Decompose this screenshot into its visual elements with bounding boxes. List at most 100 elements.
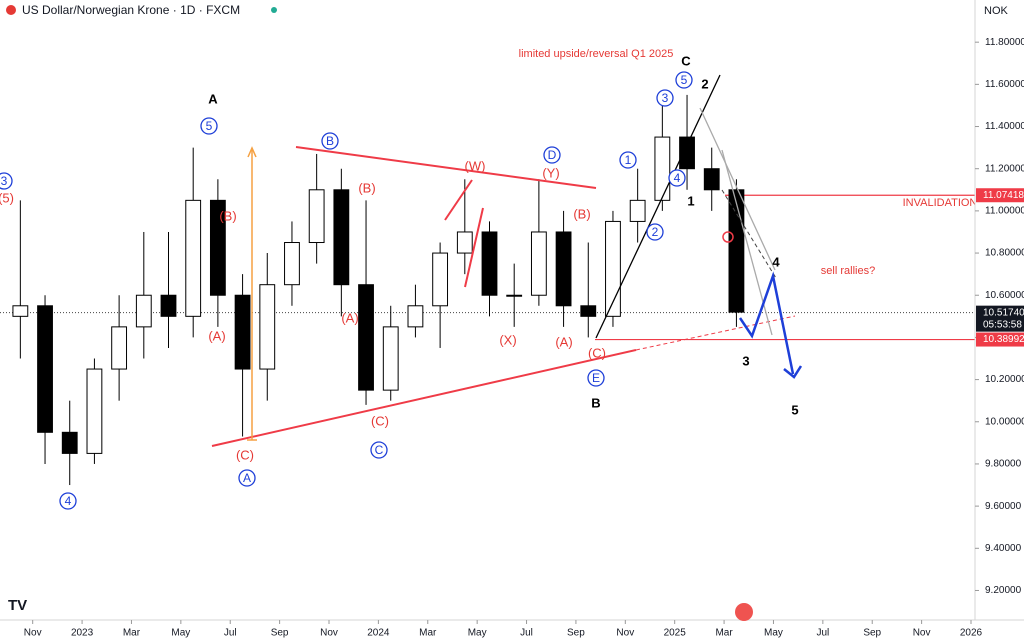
wave-label: 1 — [625, 153, 632, 167]
candle-body — [358, 284, 374, 391]
candle-body — [382, 326, 399, 391]
plot-area — [0, 94, 975, 486]
channel-line — [721, 189, 777, 279]
candle-body — [703, 168, 720, 191]
candle-body — [506, 294, 523, 297]
wave-circle — [321, 132, 339, 150]
wave-label: (Y) — [542, 165, 559, 180]
axes: 11.80000 11.60000 11.40000 11.20000 11.00000… — [24, 37, 1024, 639]
arrow-head — [783, 365, 803, 379]
candle-body — [629, 199, 646, 222]
wave-label: 2 — [652, 225, 659, 239]
y-tick-label: 11.60000 — [985, 79, 1024, 90]
x-tick-label: Jul — [520, 628, 533, 639]
x-tick-label: Nov — [913, 628, 931, 639]
y-tick-label: 11.00000 — [985, 206, 1024, 217]
wave-label: 5 — [791, 402, 798, 417]
x-tick-label: 2025 — [664, 628, 687, 639]
annotation: sell rallies? — [821, 265, 875, 277]
wave-label: 2 — [701, 76, 708, 91]
wave-circle — [543, 146, 561, 164]
candle-body — [605, 220, 621, 317]
wave-label: 1 — [687, 193, 694, 208]
wave-label: 4 — [772, 254, 780, 269]
wave-label: B — [326, 134, 334, 148]
x-tick-label: 2024 — [367, 628, 390, 639]
projection-path — [738, 271, 795, 375]
y-tick-label: 11.80000 — [985, 37, 1024, 48]
x-tick-label: May — [468, 628, 487, 639]
x-tick-label: 2026 — [960, 628, 983, 639]
wave-circle — [675, 71, 693, 89]
candle-body — [481, 231, 498, 296]
x-tick-label: Nov — [320, 628, 338, 639]
price-tag-label: 11.07418 — [983, 190, 1024, 201]
chart-title: US Dollar/Norwegian Krone · 1D · FXCM — [22, 3, 240, 17]
wave-label: (C) — [588, 345, 606, 360]
wave-label: (C) — [236, 447, 254, 462]
y-tick-label: 11.40000 — [985, 121, 1024, 132]
channel-line — [699, 107, 776, 271]
price-tag-label: 10.38992 — [983, 334, 1024, 345]
trend-line — [444, 179, 473, 221]
price-tag-label: 10.51740 — [983, 307, 1024, 318]
candle-body — [135, 294, 152, 328]
wave-label: 5 — [681, 73, 688, 87]
candle-body — [284, 242, 300, 286]
trend-line — [464, 207, 484, 288]
wave-label: E — [592, 371, 600, 385]
candle-body — [209, 199, 226, 296]
marker-circle — [722, 231, 734, 243]
candle-body — [728, 189, 745, 313]
wave-label: D — [548, 148, 557, 162]
wave-circle — [59, 492, 77, 510]
wave-label: C — [375, 443, 384, 457]
candle-body — [234, 294, 251, 370]
wave-circle — [200, 117, 218, 135]
wave-label: (B) — [358, 180, 375, 195]
wave-label: 3 — [662, 91, 669, 105]
time-axis-panel — [0, 620, 1024, 643]
y-tick-label: 10.00000 — [985, 416, 1024, 427]
wave-circle — [370, 441, 388, 459]
wave-label: 4 — [65, 494, 72, 508]
trend-line — [295, 146, 597, 189]
x-tick-label: Mar — [419, 628, 437, 639]
wave-circle — [238, 469, 256, 487]
wave-label: (B) — [219, 208, 236, 223]
logo: TV — [8, 597, 27, 614]
candle-body — [160, 294, 177, 317]
price-tag — [976, 188, 1024, 203]
y-tick-label: 9.80000 — [985, 459, 1022, 470]
candle-body — [308, 189, 325, 244]
trend-line — [595, 74, 721, 339]
flag-icon — [6, 5, 16, 15]
trend-line — [211, 349, 637, 447]
x-tick-label: Mar — [715, 628, 733, 639]
candle-body — [12, 305, 29, 317]
x-tick-label: Jul — [224, 628, 237, 639]
wave-label: C — [681, 53, 691, 68]
candle-body — [654, 136, 671, 201]
arrow-head — [247, 146, 257, 158]
candle-body — [432, 252, 449, 307]
wave-circle — [656, 89, 674, 107]
wave-circle — [0, 172, 13, 190]
candle-body — [86, 368, 103, 454]
y-tick-label: 11.20000 — [985, 163, 1024, 174]
wave-label: (A) — [341, 310, 358, 325]
wave-circle — [668, 169, 686, 187]
price-tag — [976, 332, 1024, 347]
countdown-label: 05:53:58 — [983, 319, 1022, 330]
y-tick-label: 10.80000 — [985, 248, 1024, 259]
candle-body — [333, 189, 350, 286]
wave-circle — [587, 369, 605, 387]
y-tick-label: 9.60000 — [985, 501, 1022, 512]
candle-body — [37, 305, 53, 433]
x-tick-label: May — [171, 628, 190, 639]
candle-body — [111, 326, 128, 370]
x-tick-label: 2023 — [71, 628, 94, 639]
candle-body — [259, 284, 276, 370]
wave-label: (X) — [499, 332, 516, 347]
